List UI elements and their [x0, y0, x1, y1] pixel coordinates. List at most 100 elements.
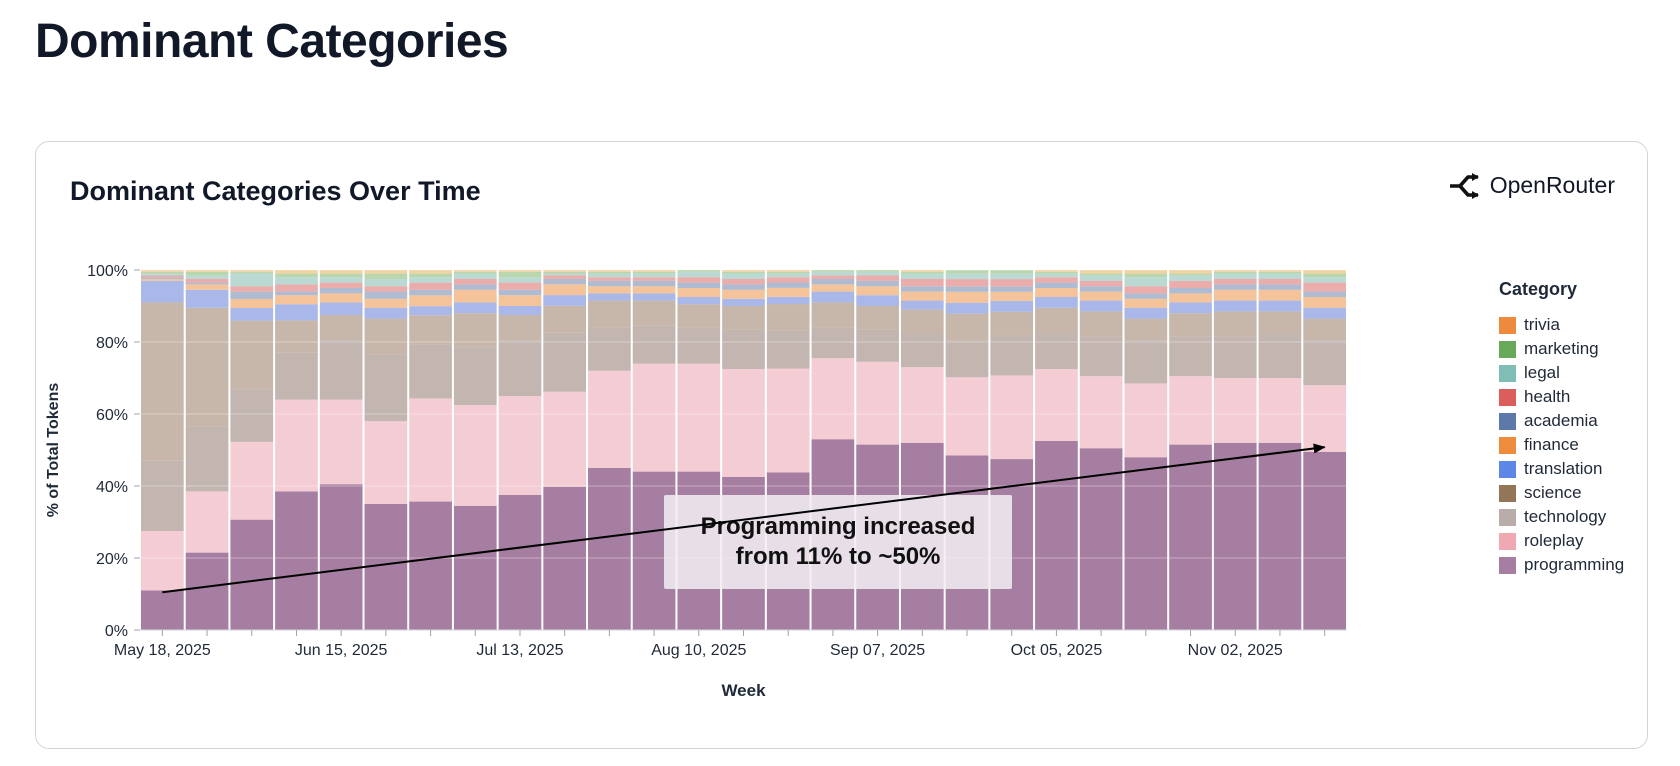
- bar-marketing-20: [1034, 271, 1079, 274]
- bar-translation-13: [721, 298, 766, 306]
- bar-health-23: [1168, 280, 1213, 288]
- bar-academia-10: [587, 280, 632, 287]
- bar-marketing-7: [452, 271, 498, 274]
- stacked-bar-chart: 0% 20% 40% 60% 80% 100% May 18, 2025 Jun 15, 20…: [45, 263, 1348, 700]
- bar-legal-19: [989, 273, 1035, 280]
- bar-academia-2: [229, 291, 275, 299]
- bar-trivia-4: [318, 270, 364, 274]
- legend-item-translation[interactable]: translation: [1499, 457, 1639, 481]
- legend-label-roleplay: roleplay: [1524, 531, 1584, 550]
- bar-translation-1: [184, 289, 230, 308]
- bar-legal-7: [452, 273, 498, 279]
- bar-science-16: [855, 306, 900, 330]
- bar-health-0: [140, 275, 185, 278]
- bar-translation-22: [1123, 307, 1169, 319]
- bar-roleplay-5: [363, 421, 409, 504]
- y-axis-title: % of Total Tokens: [45, 383, 62, 518]
- bar-science-14: [765, 304, 811, 331]
- bar-technology-15: [810, 327, 856, 359]
- bar-academia-14: [765, 282, 811, 288]
- bar-health-22: [1123, 286, 1169, 294]
- bar-marketing-19: [989, 270, 1035, 274]
- bar-marketing-12: [676, 270, 722, 272]
- bar-academia-1: [184, 282, 230, 285]
- y-tick-label: 20%: [96, 551, 128, 568]
- bar-translation-21: [1078, 300, 1124, 312]
- legend-item-technology[interactable]: technology: [1499, 505, 1639, 529]
- bar-science-12: [676, 304, 722, 328]
- bar-academia-26: [1302, 291, 1347, 297]
- bar-technology-21: [1078, 336, 1124, 377]
- bar-technology-6: [408, 344, 453, 399]
- bar-academia-5: [363, 291, 409, 299]
- bar-health-5: [363, 286, 409, 292]
- bar-finance-25: [1257, 289, 1303, 301]
- legend-swatch-health: [1499, 388, 1516, 406]
- y-tick-label: 40%: [96, 479, 128, 496]
- bar-technology-3: [274, 352, 319, 400]
- legend-item-academia[interactable]: academia: [1499, 409, 1639, 433]
- bar-programming-1: [184, 552, 230, 630]
- bar-technology-5: [363, 354, 409, 422]
- bar-finance-1: [184, 284, 230, 290]
- bar-legal-6: [408, 277, 453, 283]
- bar-academia-8: [497, 289, 543, 296]
- bar-legal-9: [542, 273, 588, 276]
- bar-trivia-13: [721, 270, 766, 272]
- bar-roleplay-18: [944, 377, 990, 456]
- bar-roleplay-22: [1123, 383, 1169, 458]
- bar-translation-11: [631, 293, 677, 301]
- bar-health-14: [765, 277, 811, 283]
- bar-technology-16: [855, 329, 900, 362]
- bar-academia-12: [676, 282, 722, 288]
- bar-academia-20: [1034, 282, 1079, 288]
- openrouter-brand[interactable]: OpenRouter: [1448, 172, 1615, 199]
- bar-trivia-11: [631, 270, 677, 272]
- bar-legal-5: [363, 279, 409, 287]
- bar-roleplay-14: [765, 368, 811, 473]
- bar-health-12: [676, 277, 722, 283]
- legend-item-roleplay[interactable]: roleplay: [1499, 529, 1639, 553]
- bar-roleplay-25: [1257, 378, 1303, 443]
- bar-science-18: [944, 313, 990, 341]
- bar-legal-17: [899, 273, 945, 279]
- legend-item-legal[interactable]: legal: [1499, 361, 1639, 385]
- bar-science-26: [1302, 318, 1347, 341]
- bar-health-11: [631, 277, 677, 281]
- legend-item-trivia[interactable]: trivia: [1499, 313, 1639, 337]
- bar-finance-22: [1123, 298, 1169, 308]
- legend-item-marketing[interactable]: marketing: [1499, 337, 1639, 361]
- bar-finance-5: [363, 298, 409, 308]
- bar-health-3: [274, 284, 319, 292]
- bar-marketing-5: [363, 273, 409, 279]
- bar-health-1: [184, 279, 230, 283]
- legend-item-programming[interactable]: programming: [1499, 553, 1639, 577]
- bar-translation-3: [274, 304, 319, 321]
- bar-programming-8: [497, 495, 543, 630]
- legend-item-finance[interactable]: finance: [1499, 433, 1639, 457]
- legend-item-health[interactable]: health: [1499, 385, 1639, 409]
- chart-legend: Category trivia marketing legal health acade…: [1499, 279, 1639, 577]
- bar-science-9: [542, 305, 588, 333]
- bar-programming-3: [274, 491, 319, 630]
- bar-academia-3: [274, 291, 319, 296]
- bar-trivia-1: [184, 270, 230, 272]
- bar-translation-7: [452, 302, 498, 314]
- bar-roleplay-12: [676, 363, 722, 472]
- bar-roleplay-15: [810, 358, 856, 440]
- bar-health-10: [587, 277, 632, 281]
- legend-label-translation: translation: [1524, 459, 1603, 478]
- bar-finance-8: [497, 295, 543, 306]
- bar-marketing-24: [1212, 271, 1258, 274]
- bar-technology-20: [1034, 333, 1079, 369]
- legend-item-science[interactable]: science: [1499, 481, 1639, 505]
- openrouter-logo-icon: [1449, 172, 1479, 199]
- bar-roleplay-10: [587, 370, 632, 468]
- bar-academia-15: [810, 279, 856, 285]
- bar-science-8: [497, 315, 543, 341]
- bar-roleplay-24: [1212, 378, 1258, 443]
- bar-programming-22: [1123, 457, 1169, 630]
- bar-translation-4: [318, 302, 364, 315]
- bar-academia-4: [318, 288, 364, 294]
- bar-roleplay-21: [1078, 376, 1124, 449]
